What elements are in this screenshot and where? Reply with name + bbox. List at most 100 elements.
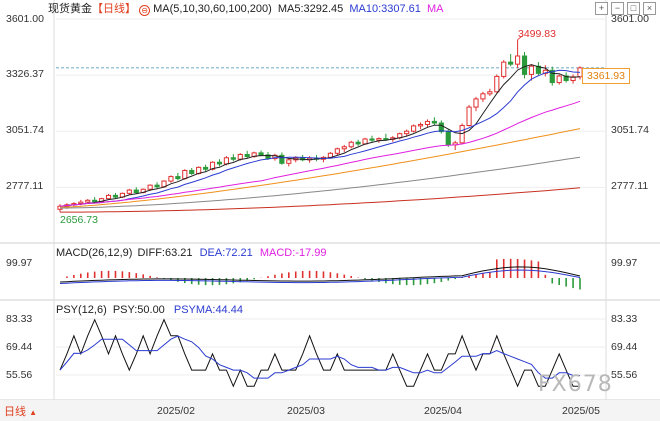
price-tick-left: 3601.00 xyxy=(6,13,44,25)
candle-body xyxy=(286,159,292,164)
candle-body xyxy=(85,199,91,203)
maximize-button[interactable]: □ xyxy=(627,2,640,15)
candle-body xyxy=(563,75,569,82)
candle-body xyxy=(383,138,389,141)
psy-definition[interactable]: PSY(12,6) xyxy=(56,304,107,316)
candle-body xyxy=(362,138,368,145)
macd-diff-value: DIFF:63.21 xyxy=(137,247,193,259)
x-date-label: 2025/05 xyxy=(562,405,600,417)
candle-body xyxy=(431,120,437,124)
price-tick-right: 2777.11 xyxy=(611,180,649,192)
candle-body xyxy=(369,138,375,141)
period-dropdown-icon[interactable]: ▲ xyxy=(29,408,37,417)
candle-body xyxy=(528,65,535,75)
candle-body xyxy=(189,169,195,175)
candle-body xyxy=(279,154,285,164)
candle-body xyxy=(459,124,465,144)
price-tick-right: 3051.74 xyxy=(611,124,649,136)
candle-body xyxy=(341,146,347,150)
candle-body xyxy=(203,166,209,170)
zoom-in-button[interactable]: + xyxy=(595,2,608,15)
candle-body xyxy=(105,194,112,200)
settings-icon[interactable]: ⊖ xyxy=(139,5,151,16)
ma-line-ma5 xyxy=(59,64,581,207)
candle-body xyxy=(535,65,541,74)
candle-body xyxy=(78,201,84,205)
macd-dea-value: DEA:72.21 xyxy=(199,247,253,259)
candle-body xyxy=(494,75,500,93)
psy-tick-left: 69.44 xyxy=(6,341,33,353)
psy-value: PSY:50.00 xyxy=(112,304,165,316)
instrument-name: 现货黄金 xyxy=(48,3,92,15)
candle-body xyxy=(147,184,153,190)
candle-body xyxy=(487,91,493,95)
candle-body xyxy=(175,176,181,180)
candle-body xyxy=(424,120,431,125)
macd-tick-right: 99.97 xyxy=(611,257,638,269)
candle-body xyxy=(168,176,174,182)
psyma-line xyxy=(59,335,580,379)
macd-tick-left: 99.97 xyxy=(6,257,33,269)
candle-body xyxy=(404,130,410,135)
window-toolbar: + − □ × xyxy=(595,2,656,15)
candle-body xyxy=(223,157,229,165)
zoom-out-button[interactable]: − xyxy=(611,2,624,15)
macd-dea-line xyxy=(59,269,581,284)
macd-diff-line xyxy=(59,266,581,283)
psy-tick-right: 55.56 xyxy=(611,369,638,381)
candle-body xyxy=(438,122,444,133)
ma-more: MA xyxy=(426,3,444,15)
candle-body xyxy=(126,189,132,194)
candle-body xyxy=(182,169,188,180)
bottom-period-label[interactable]: 日线 ▲ xyxy=(4,406,37,419)
x-date-label: 2025/02 xyxy=(157,405,195,417)
candle-body xyxy=(258,152,264,156)
candle-body xyxy=(133,189,139,194)
candle-body xyxy=(376,138,382,141)
candle-body xyxy=(501,61,507,77)
candle-body xyxy=(230,157,236,160)
candle-body xyxy=(521,55,528,75)
macd-definition[interactable]: MACD(26,12,9) xyxy=(56,247,133,259)
candle-body xyxy=(445,131,451,146)
high-price-label: 3499.83 xyxy=(518,28,556,40)
x-date-label: 2025/03 xyxy=(287,405,325,417)
macd-header: MACD(26,12,9) DIFF:63.21 DEA:72.21 MACD:… xyxy=(56,247,326,260)
bottom-bar-bg xyxy=(0,400,660,421)
price-tick-left: 3051.74 xyxy=(6,124,44,136)
psy-tick-right: 83.33 xyxy=(611,313,638,325)
main-header: 现货黄金【日线】 ⊖ MA(5,10,30,60,100,200) MA5:32… xyxy=(48,3,443,16)
bottom-period-text[interactable]: 日线 xyxy=(4,406,26,418)
current-price-tag: 3361.93 xyxy=(582,68,630,84)
candle-body xyxy=(556,75,562,84)
candle-body xyxy=(417,123,424,127)
ma-line-ma60 xyxy=(59,128,581,208)
candle-body xyxy=(549,69,555,84)
close-button[interactable]: × xyxy=(643,2,656,15)
psy-line xyxy=(59,318,580,388)
psyma-value: PSYMA:44.44 xyxy=(173,304,243,316)
candle-body xyxy=(92,199,98,203)
candle-body xyxy=(209,161,216,170)
candle-body xyxy=(515,55,521,65)
ma-definition[interactable]: MA(5,10,30,60,100,200) xyxy=(153,3,272,15)
candle-body xyxy=(334,148,340,154)
candle-body xyxy=(237,154,243,160)
macd-macd-value: MACD:-17.99 xyxy=(259,247,327,259)
period-label[interactable]: 【日线】 xyxy=(92,3,136,15)
candle-body xyxy=(480,93,486,100)
psy-tick-left: 55.56 xyxy=(6,369,33,381)
high-marker xyxy=(517,35,523,40)
candle-body xyxy=(473,98,479,108)
price-tick-left: 2777.11 xyxy=(6,180,44,192)
ma-line-ma30 xyxy=(59,100,581,207)
candle-body xyxy=(348,141,354,148)
candle-body xyxy=(466,106,472,126)
candle-body xyxy=(411,125,417,132)
psy-header: PSY(12,6) PSY:50.00 PSYMA:44.44 xyxy=(56,304,243,317)
candle-body xyxy=(508,61,514,65)
ma-line-ma100 xyxy=(59,156,581,209)
candle-body xyxy=(216,161,223,165)
